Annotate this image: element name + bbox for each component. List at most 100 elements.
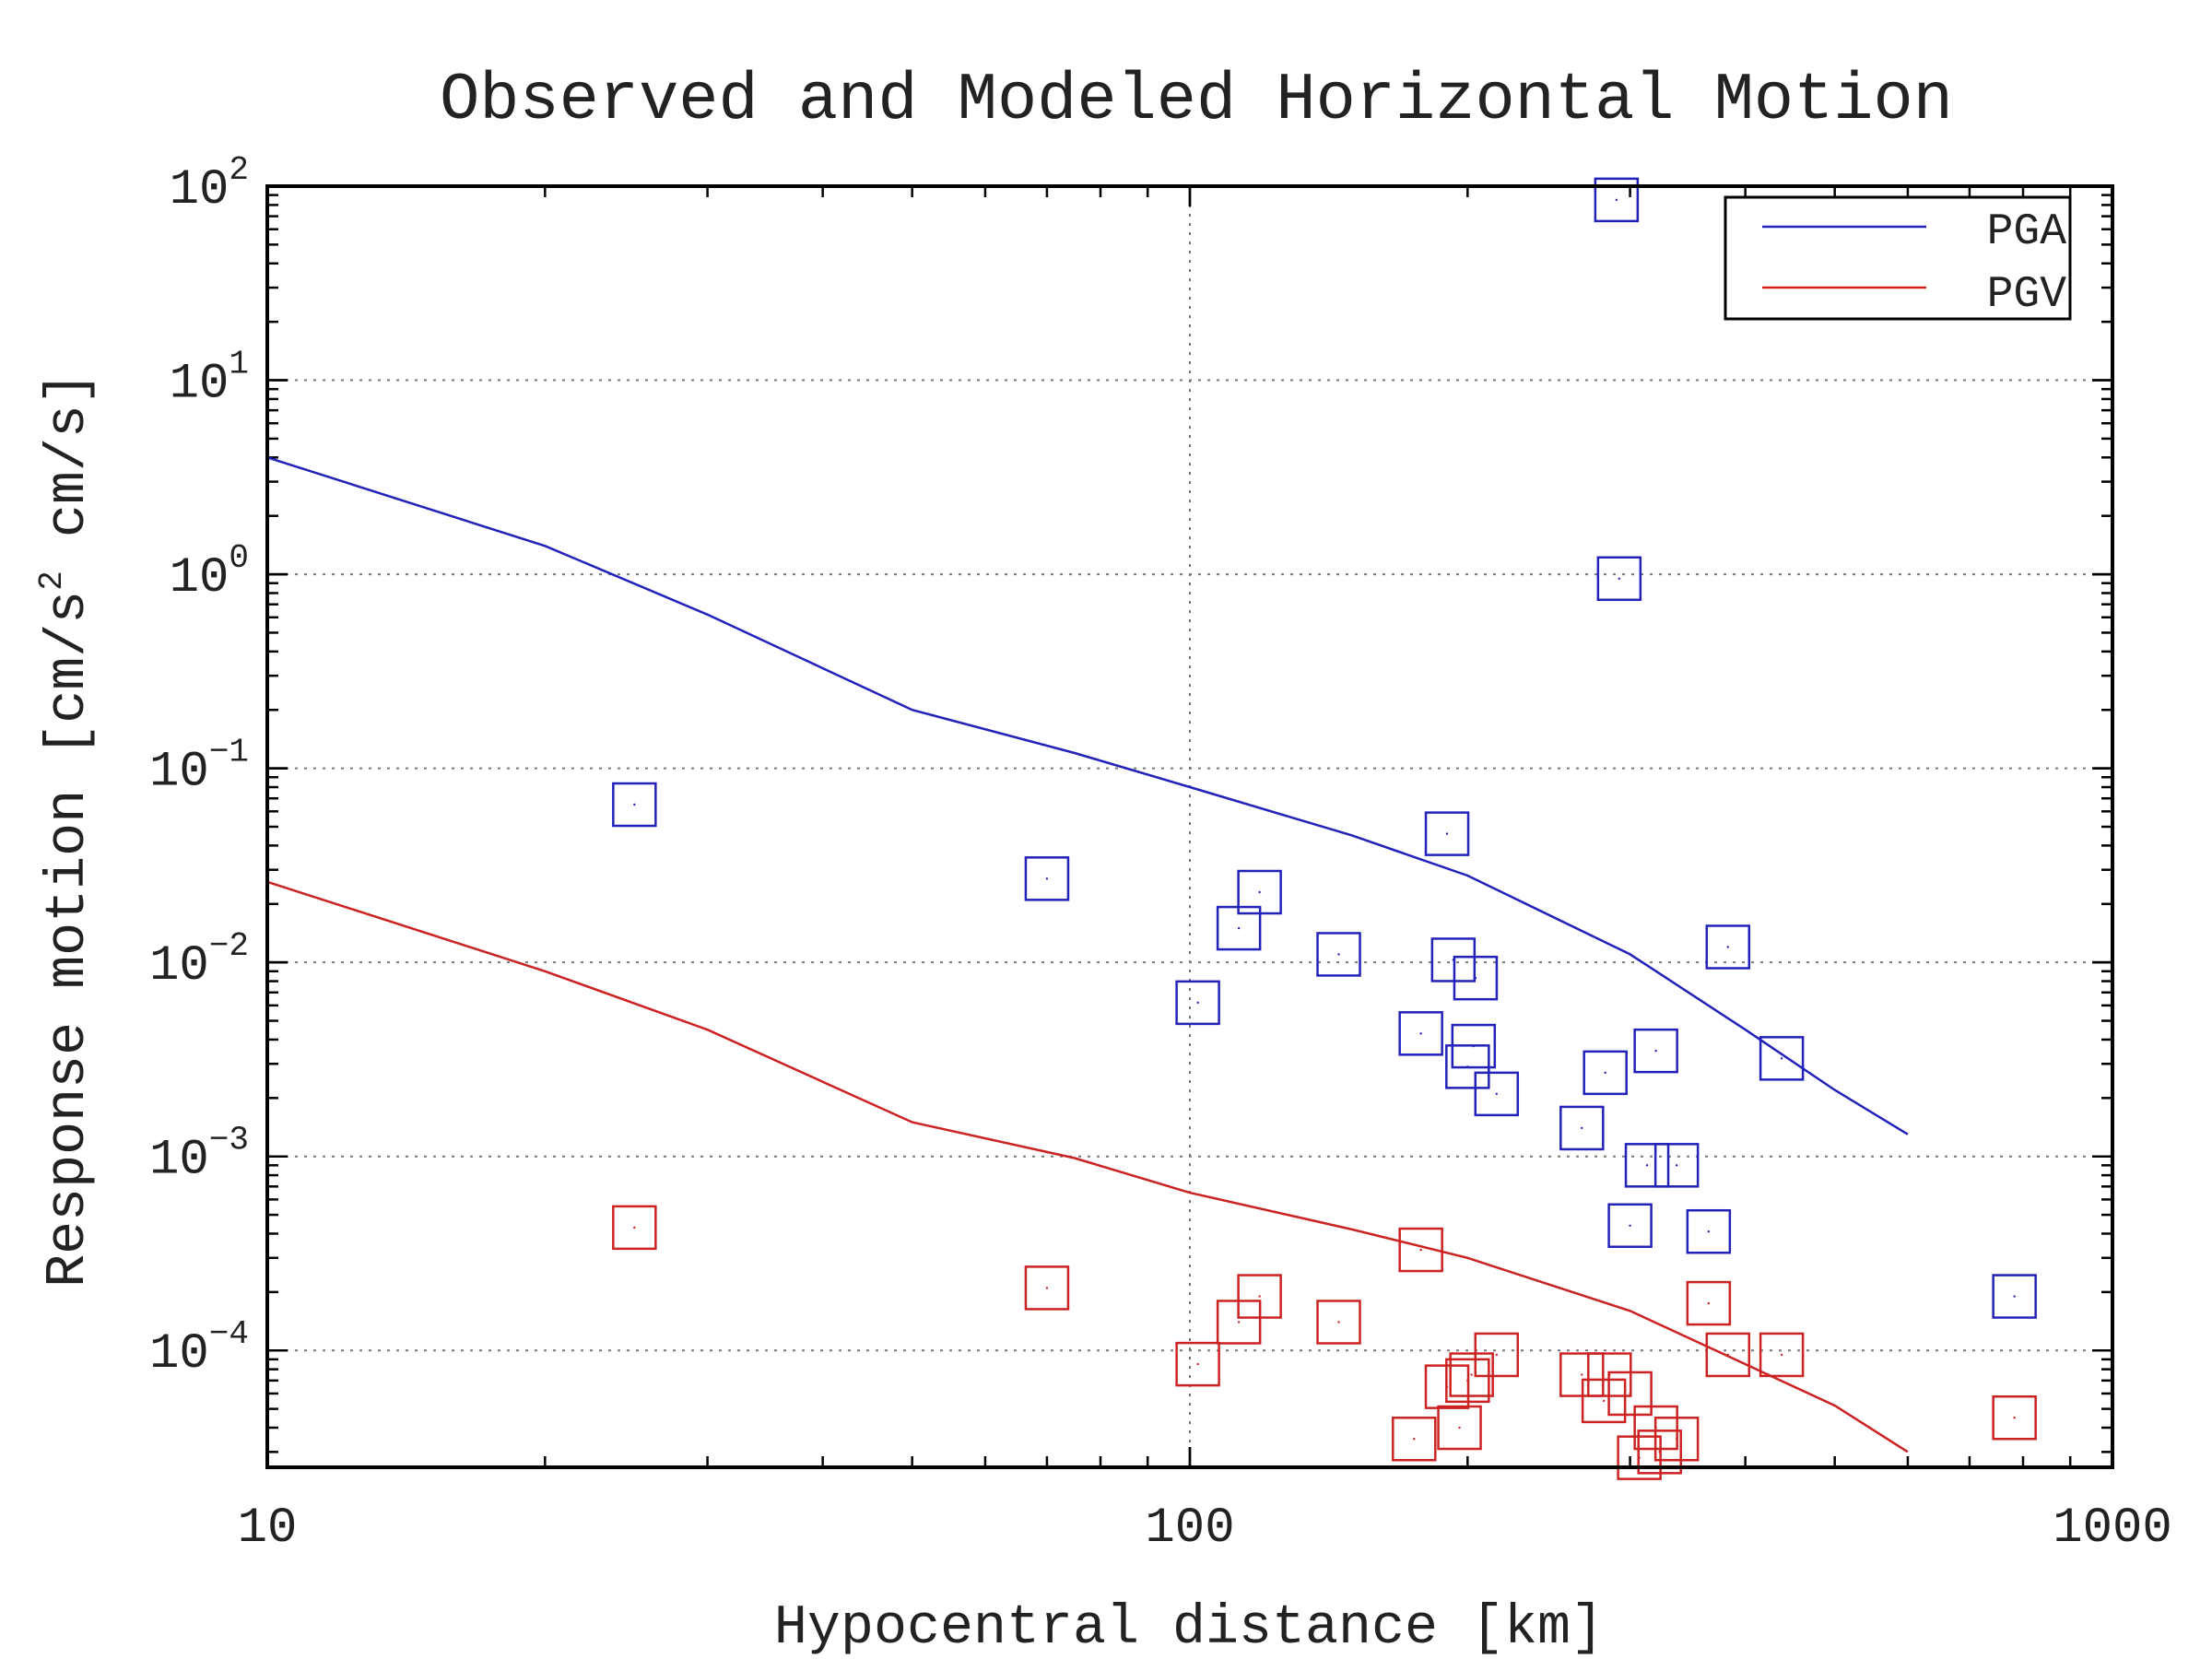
data-point-dot <box>1196 1362 1199 1366</box>
data-point <box>1705 1332 1751 1378</box>
data-point-dot <box>1581 1126 1583 1130</box>
y-tick-label: 102 <box>170 151 249 218</box>
legend: PGA PGV <box>1724 195 2072 321</box>
data-point-dot <box>1581 1373 1583 1376</box>
data-point <box>1424 811 1470 856</box>
y-tick-label: 101 <box>170 346 249 413</box>
data-point <box>1581 1378 1627 1424</box>
data-point-dot <box>1466 1379 1469 1382</box>
model-lines <box>266 456 1909 1453</box>
data-point <box>1596 556 1642 602</box>
data-point <box>1686 1208 1732 1254</box>
data-point-dot <box>1045 877 1049 880</box>
data-point <box>1445 1358 1490 1404</box>
x-axis-label: Hypocentral distance [km] <box>774 1597 1604 1659</box>
data-point <box>1653 1416 1700 1462</box>
data-point-dot <box>1196 1001 1199 1005</box>
data-point-dot <box>1780 1057 1783 1060</box>
data-point-dot <box>1726 1353 1729 1357</box>
data-point <box>1449 1352 1494 1397</box>
y-tick-label: 10−3 <box>149 1122 249 1189</box>
data-point <box>1392 1416 1437 1462</box>
data-point <box>612 782 657 828</box>
data-point <box>1686 1280 1732 1326</box>
y-axis-label-superscript: 2 <box>33 571 71 591</box>
data-point <box>1607 1203 1653 1249</box>
data-point-dot <box>1645 1164 1649 1167</box>
legend-pga-label: PGA <box>1987 207 2067 257</box>
data-point <box>1624 1143 1670 1188</box>
data-point <box>1453 955 1499 1001</box>
data-point <box>1759 1332 1805 1378</box>
x-tick-label: 10 <box>238 1500 298 1557</box>
data-point <box>1583 1050 1628 1096</box>
data-point <box>1637 1430 1682 1475</box>
data-point-dot <box>1629 1224 1631 1227</box>
y-tick-label: 10−2 <box>149 927 249 994</box>
data-point <box>1237 1274 1282 1319</box>
data-point <box>1024 856 1070 901</box>
data-point-dot <box>1258 890 1261 894</box>
chart-title: Observed and Modeled Horizontal Motion <box>440 63 1953 138</box>
grid <box>267 186 2112 1467</box>
series-line-pgv <box>266 880 1909 1453</box>
data-point <box>1175 980 1220 1026</box>
data-point-dot <box>1237 1321 1241 1324</box>
data-point <box>1398 1227 1443 1273</box>
x-tick-label: 100 <box>1145 1500 1234 1557</box>
data-point <box>1437 1405 1482 1451</box>
data-point-dot <box>1726 946 1729 948</box>
data-point-dot <box>1602 1399 1606 1403</box>
axis-ticks: 10 100 1000 102 101 100 10−1 10−2 10−3 10−4 <box>149 151 2172 1557</box>
data-point-dot <box>1707 1230 1711 1233</box>
data-point <box>1759 1036 1805 1081</box>
data-point-dot <box>1618 577 1621 580</box>
data-point-dot <box>1472 1044 1476 1048</box>
data-point-dot <box>1445 832 1449 835</box>
data-point <box>1992 1395 2037 1441</box>
data-point-dot <box>1654 1049 1657 1053</box>
plot-frame <box>265 184 2114 1469</box>
data-point-dot <box>1474 976 1477 980</box>
data-point <box>1559 1105 1605 1151</box>
data-point <box>1594 177 1640 223</box>
data-point <box>1316 1300 1361 1345</box>
data-point <box>1451 1023 1497 1069</box>
data-point-dot <box>1258 1295 1261 1298</box>
legend-pgv-label: PGV <box>1987 270 2067 320</box>
data-point-dot <box>1470 1373 1473 1376</box>
y-tick-label: 100 <box>170 539 249 606</box>
data-point-dot <box>2013 1417 2016 1419</box>
data-point-dot <box>1237 926 1241 930</box>
data-point-dot <box>2013 1295 2016 1298</box>
data-point-dot <box>633 1226 636 1230</box>
y-axis-label: Response motion [cm/s2 cm/s] <box>33 371 100 1288</box>
data-point <box>1237 869 1282 915</box>
data-point <box>1398 1011 1443 1056</box>
y-tick-label: 10−4 <box>149 1315 249 1382</box>
y-axis-label-prefix: Response motion [cm/s <box>38 591 100 1288</box>
data-point <box>1474 1071 1520 1117</box>
data-point <box>1474 1332 1520 1378</box>
data-point-dot <box>1675 1438 1678 1441</box>
data-point-dot <box>1495 1092 1498 1096</box>
data-point-dot <box>1045 1287 1049 1289</box>
legend-box <box>1724 195 2072 321</box>
data-point-dot <box>1413 1438 1416 1441</box>
data-point <box>1705 924 1751 970</box>
data-point <box>1992 1274 2037 1319</box>
x-tick-label: 1000 <box>2053 1500 2172 1557</box>
data-point-dot <box>1780 1353 1783 1357</box>
data-point <box>1607 1371 1653 1417</box>
data-point <box>1653 1143 1700 1188</box>
data-point <box>612 1205 657 1251</box>
data-point-dot <box>1604 1071 1606 1075</box>
data-point <box>1024 1265 1070 1311</box>
data-point-dot <box>1707 1301 1711 1305</box>
data-point-dot <box>1629 1392 1631 1395</box>
data-point-dot <box>1615 198 1618 202</box>
y-tick-label: 10−1 <box>149 734 249 801</box>
data-point-dot <box>633 803 636 806</box>
observed-markers <box>612 177 2037 1480</box>
